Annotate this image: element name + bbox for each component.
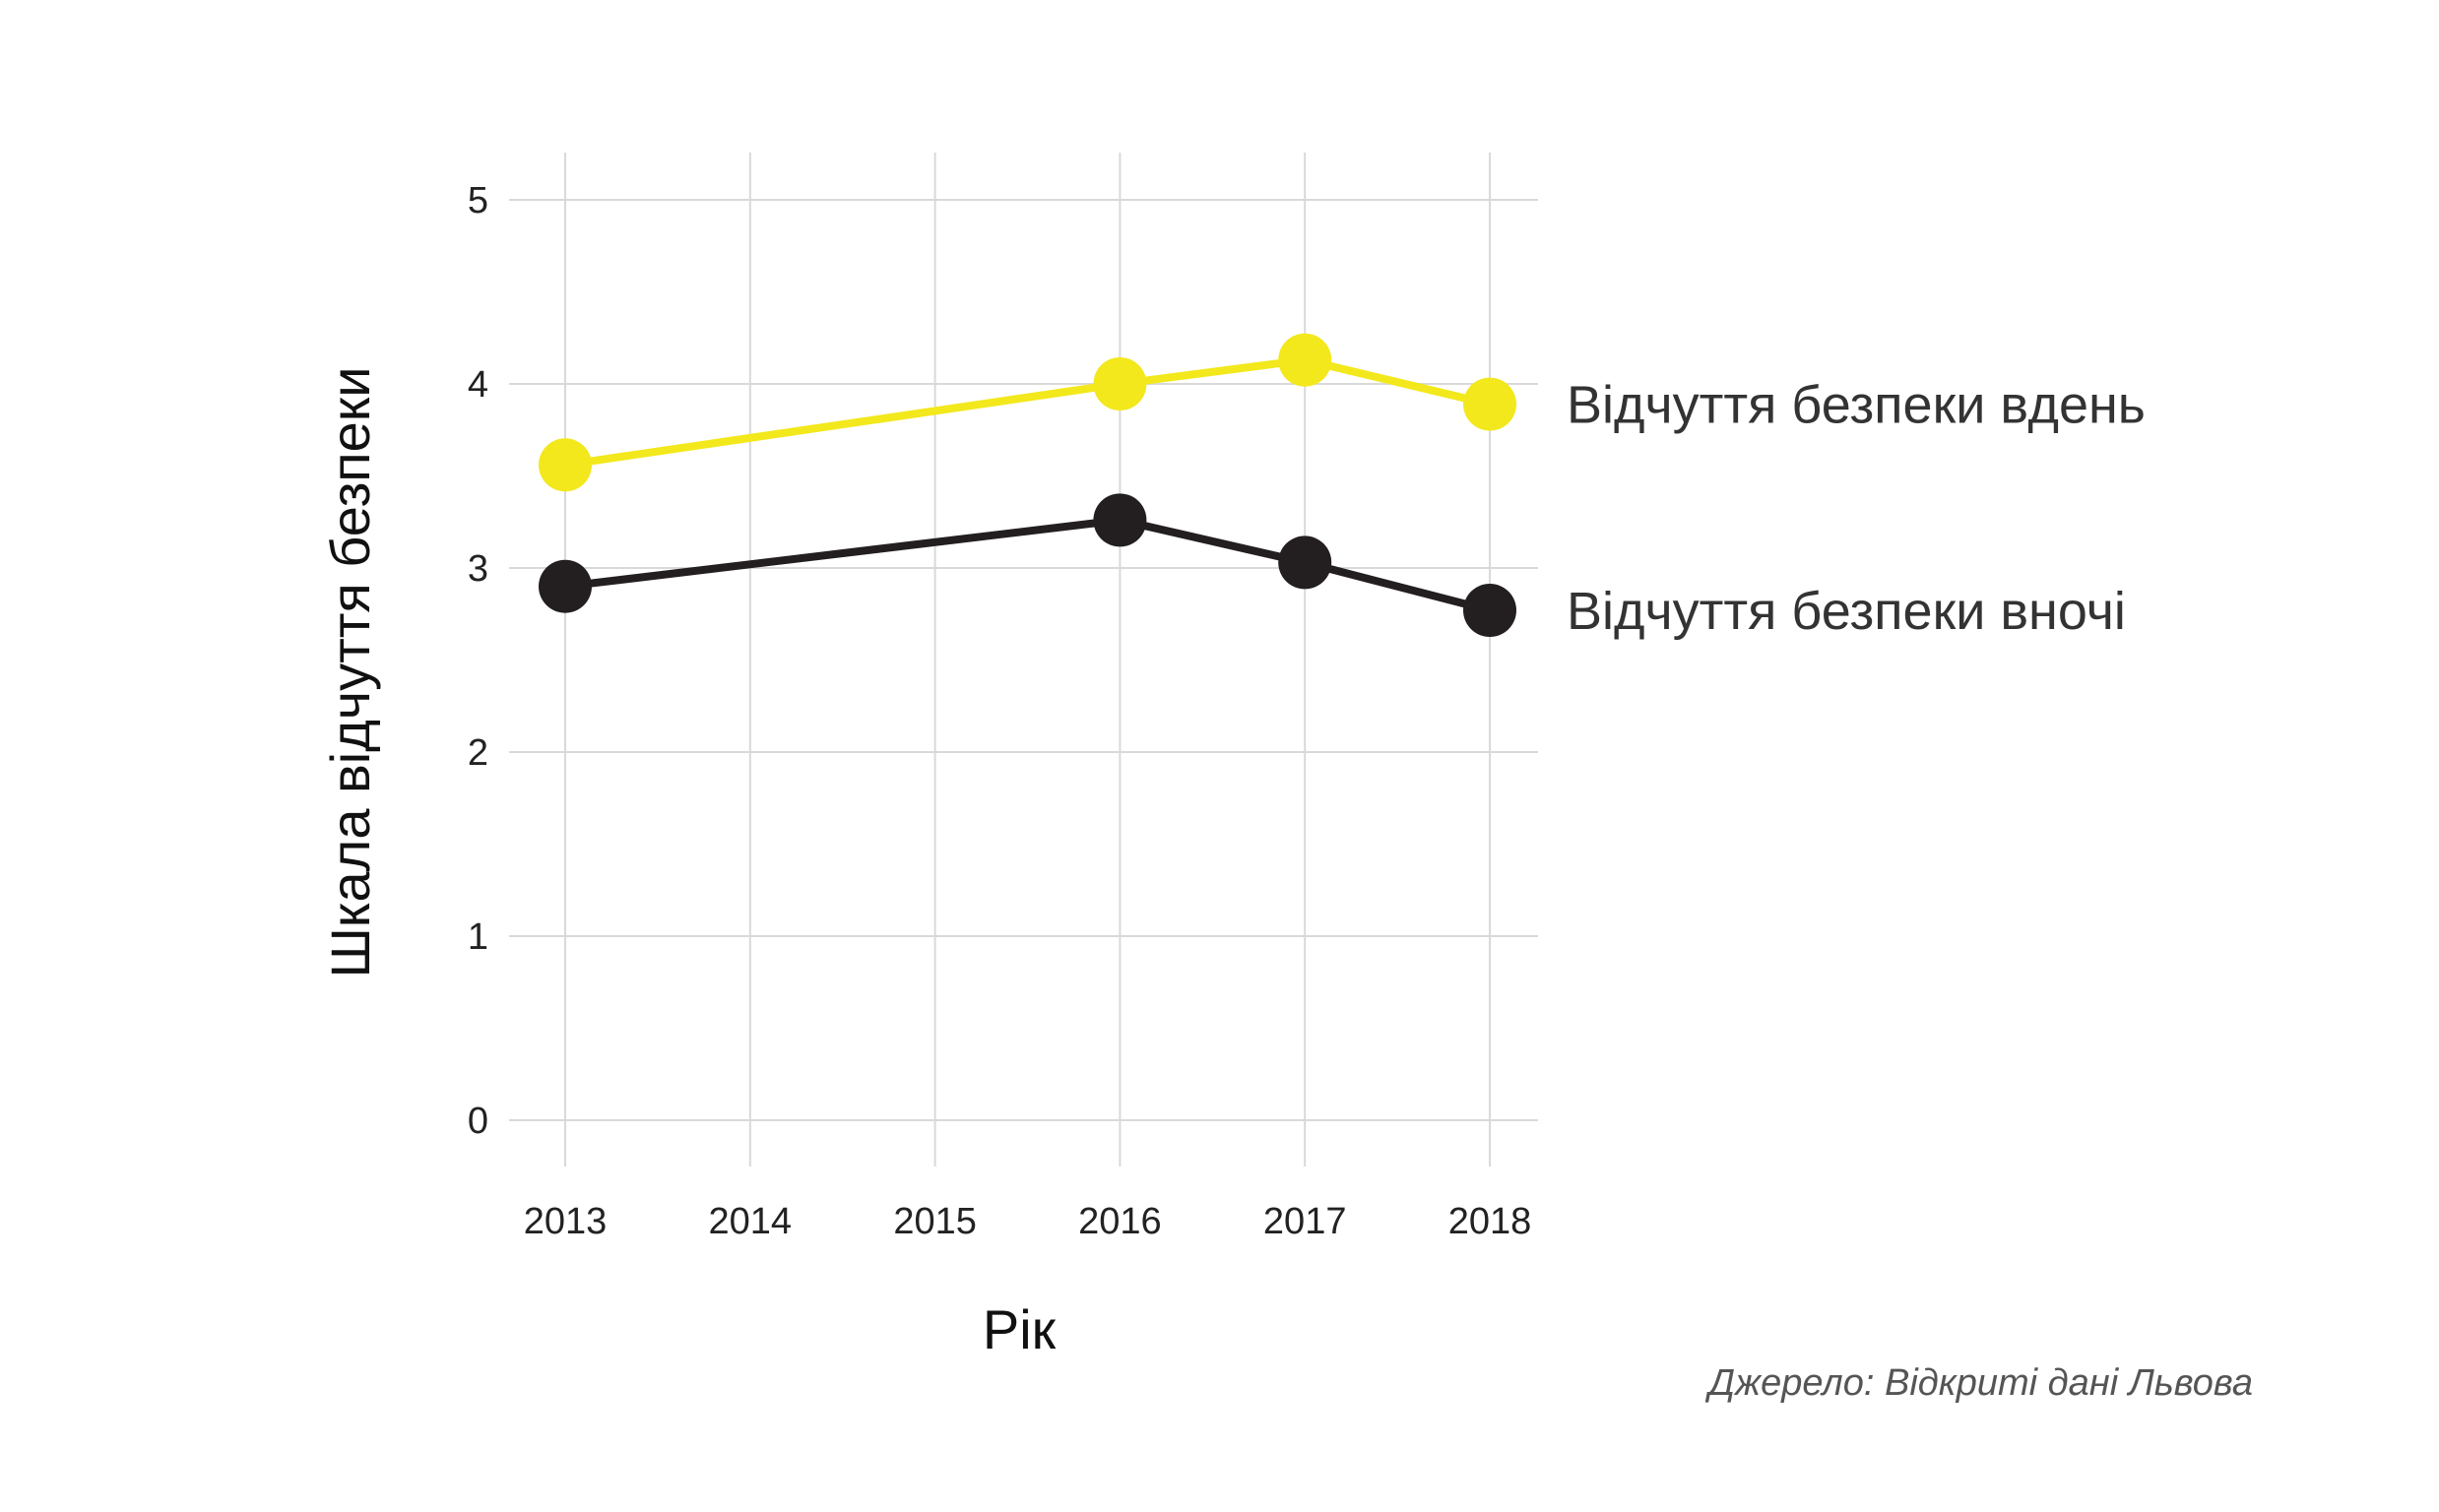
series-point [1278,536,1332,590]
x-tick-label: 2017 [1263,1201,1347,1242]
y-tick-label: 4 [468,364,488,406]
y-tick-labels: 0 1 2 3 4 5 [468,180,488,1142]
x-tick-label: 2016 [1078,1201,1162,1242]
source-note: Джерело: Відкриті дані Львова [1704,1362,2253,1404]
x-tick-label: 2013 [524,1201,608,1242]
series-point [1463,584,1516,638]
series-layer: Відчуття безпеки вдень Відчуття безпеки в… [539,333,2146,641]
y-tick-label: 0 [468,1101,488,1142]
x-axis-title: Рік [983,1298,1057,1360]
x-tick-label: 2014 [709,1201,793,1242]
series-line-0 [564,355,1491,470]
series-label-1: Відчуття безпеки вночі [1567,582,2126,641]
series-point [1463,377,1516,431]
series-point [1093,493,1147,547]
vertical-grid [564,153,1491,1166]
series-point [539,438,592,492]
series-point [1093,357,1147,410]
x-tick-label: 2018 [1448,1201,1532,1242]
x-tick-label: 2015 [893,1201,977,1242]
series-point [1278,333,1332,387]
horizontal-grid [509,199,1538,1121]
y-tick-label: 3 [468,548,488,590]
series-line-1 [564,516,1492,614]
y-tick-label: 1 [468,916,488,958]
x-tick-labels: 2013 2014 2015 2016 2017 2018 [524,1201,1532,1242]
y-tick-label: 2 [468,732,488,774]
series-point [539,559,592,613]
series-label-0: Відчуття безпеки вдень [1567,376,2146,435]
y-axis-title: Шкала відчуття безпеки [319,366,381,977]
y-tick-label: 5 [468,180,488,221]
